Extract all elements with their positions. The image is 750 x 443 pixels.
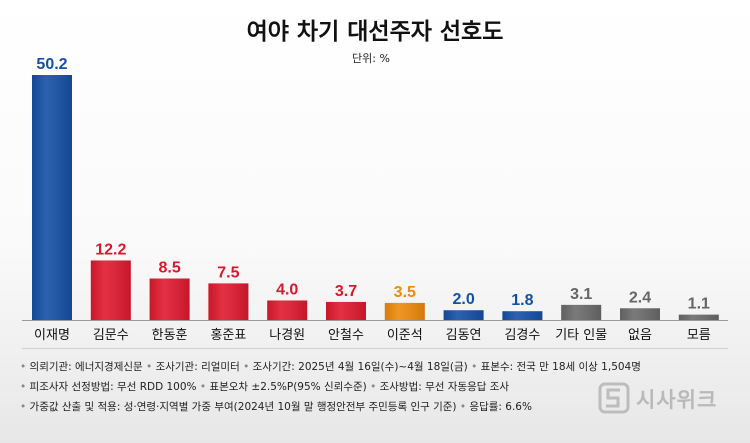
x-tick-label-6: 안철수: [328, 328, 364, 343]
bar-shade-6: [326, 301, 366, 320]
sisaweek-logo-icon: [598, 382, 630, 414]
bar-shade-4: [208, 283, 249, 320]
value-label-8: 2.0: [452, 291, 474, 308]
bar-shade-12: [678, 314, 719, 320]
footnote-agency: 조사기관: 리얼미터: [155, 361, 240, 373]
x-tick-label-12: 모름: [687, 328, 711, 343]
value-label-10: 3.1: [570, 286, 592, 303]
bar-shade-1: [32, 75, 72, 320]
value-label-9: 1.8: [511, 292, 533, 309]
bar-shade-10: [561, 304, 602, 320]
value-label-6: 3.7: [335, 283, 357, 300]
footnote-sample: 표본수: 전국 만 18세 이상 1,504명: [480, 361, 641, 373]
bar-shade-11: [620, 308, 660, 320]
x-tick-label-2: 김문수: [93, 328, 129, 343]
bar-shade-5: [267, 300, 308, 320]
footnote-error: 표본오차 ±2.5%P(95% 신뢰수준): [209, 381, 367, 393]
watermark-text: 시사위크: [636, 388, 718, 412]
x-tick-label-4: 홍준표: [210, 328, 246, 343]
x-tick-label-11: 없음: [628, 328, 652, 343]
value-label-7: 3.5: [394, 284, 416, 301]
footnote-line-2: • 피조사자 선정방법: 무선 RDD 100% • 표본오차 ±2.5%P(9…: [20, 381, 510, 393]
x-tick-label-3: 한동훈: [152, 328, 188, 343]
value-label-1: 50.2: [36, 56, 67, 73]
unit-label: 단위: %: [352, 52, 390, 65]
x-tick-label-9: 김경수: [504, 328, 540, 343]
footnote-weighting: 가중값 산출 및 적용: 성·연령·지역별 가중 부여(2024년 10월 말 …: [29, 401, 457, 413]
bar-shade-8: [443, 310, 484, 320]
x-tick-labels: 이재명 김문수 한동훈 홍준표 나경원 안철수 이준석 김동연 김경수 기타 인물 없음 모름: [34, 328, 711, 343]
footnote-period: 조사기간: 2025년 4월 16일(수)~4월 18일(금): [252, 361, 468, 373]
bar-shade-3: [149, 278, 190, 320]
value-label-12: 1.1: [688, 296, 710, 313]
value-label-2: 12.2: [95, 241, 126, 258]
chart-title: 여야 차기 대선주자 선호도: [246, 19, 504, 45]
bar-shade-7: [384, 302, 425, 320]
footnote-response-rate: 응답률: 6.6%: [469, 401, 532, 413]
footnote-method: 조사방법: 무선 자동응답 조사: [379, 381, 510, 393]
bar-shade-9: [502, 311, 543, 320]
footnote-selection: 피조사자 선정방법: 무선 RDD 100%: [29, 381, 197, 393]
x-tick-label-7: 이준석: [387, 328, 423, 343]
bars-layer: 50.2 12.2 8.5 7.5 4.0 3.7 3.5 2.0 1.8 3.1 2.4 1.1: [32, 56, 719, 320]
value-label-4: 7.5: [217, 264, 239, 281]
x-tick-label-10: 기타 인물: [555, 328, 607, 343]
footnotes: • 의뢰기관: 에너지경제신문 • 조사기관: 리얼미터 • 조사기간: 202…: [20, 357, 641, 417]
value-label-5: 4.0: [276, 281, 298, 298]
x-tick-label-1: 이재명: [34, 328, 70, 343]
value-label-11: 2.4: [629, 289, 651, 306]
x-tick-label-8: 김동연: [446, 328, 482, 343]
footnote-client: 의뢰기관: 에너지경제신문: [29, 361, 143, 373]
footnote-line-3: • 가중값 산출 및 적용: 성·연령·지역별 가중 부여(2024년 10월 …: [20, 401, 532, 413]
bar-shade-2: [90, 260, 131, 320]
value-label-3: 8.5: [158, 260, 180, 277]
x-tick-label-5: 나경원: [269, 328, 305, 343]
footnote-line-1: • 의뢰기관: 에너지경제신문 • 조사기관: 리얼미터 • 조사기간: 202…: [20, 361, 641, 373]
